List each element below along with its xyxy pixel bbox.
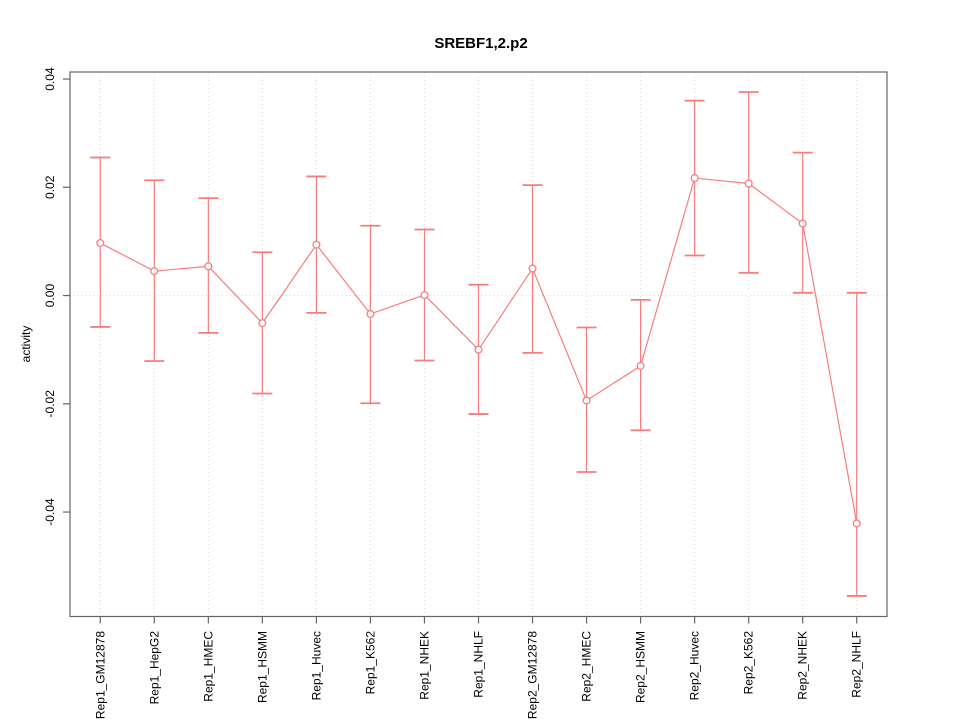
x-tick-label: Rep2_HMEC [580,631,594,702]
data-point [798,219,807,228]
x-tick-label: Rep2_HSMM [634,631,648,703]
x-tick-label: Rep1_NHLF [472,631,486,698]
data-point [96,238,105,248]
y-tick-label: 0.02 [43,175,57,199]
axis-layer: -0.04 -0.02 0.00 0.02 0.04 Rep1_GM12878 Rep1_H… [43,67,888,719]
data-point [744,179,753,188]
x-tick-label: Rep1_K562 [363,631,377,695]
x-tick-label: Rep1_Huvec [309,631,323,700]
data-point [852,519,861,528]
data-point [204,262,213,271]
x-tick-label: Rep1_HSMM [255,631,269,703]
x-tick-label: Rep2_Huvec [688,631,702,700]
x-tick-label: Rep1_HMEC [201,631,215,702]
data-point [366,309,375,318]
data-point [582,396,591,405]
y-axis-label: activity [19,326,33,363]
x-tick-label: Rep1_NHEK [417,631,431,700]
x-tick-label: Rep1_HepG2 [147,631,161,705]
data-point [312,240,321,249]
data-point [258,319,267,328]
data-point [528,264,537,273]
data-point [420,290,429,300]
x-tick-label: Rep2_K562 [742,631,756,695]
data-series-layer [90,91,867,597]
chart-title: SREBF1,2.p2 [434,35,527,52]
x-tick-label: Rep1_GM12878 [93,631,107,719]
x-tick-label: Rep2_NHEK [796,631,810,700]
data-point [150,267,159,276]
y-tick-label: -0.02 [43,390,57,418]
y-tick-label: 0.04 [43,67,57,91]
x-tick-label: Rep2_GM12878 [526,631,540,719]
data-point [636,361,645,370]
y-tick-label: -0.04 [43,498,57,526]
data-point [474,345,483,354]
y-tick-label: 0.00 [43,284,57,308]
data-point [690,174,699,183]
x-tick-label: Rep2_NHLF [850,631,864,698]
